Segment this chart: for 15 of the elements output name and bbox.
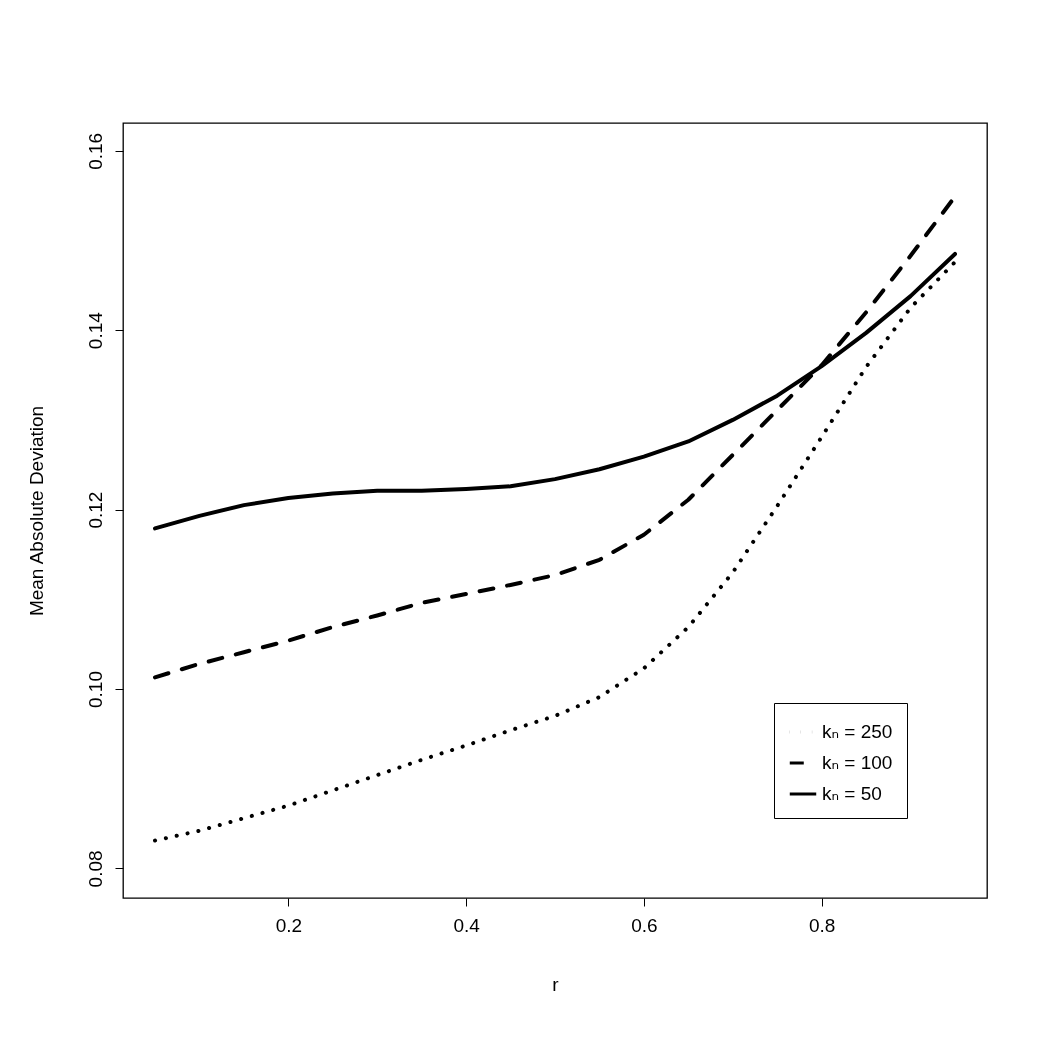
legend-label: kₙ = 250 bbox=[822, 721, 893, 742]
y-axis-title: Mean Absolute Deviation bbox=[25, 405, 47, 617]
y-tick-label: 0.08 bbox=[84, 850, 106, 888]
x-tick-label: 0.6 bbox=[631, 914, 658, 936]
line-series bbox=[153, 260, 957, 843]
legend-label: kₙ = 100 bbox=[822, 752, 893, 773]
x-tick-label: 0.8 bbox=[808, 914, 836, 936]
x-tick-label: 0.4 bbox=[453, 914, 481, 936]
legend-label: kₙ = 50 bbox=[822, 783, 882, 804]
y-tick-label: 0.12 bbox=[84, 491, 106, 529]
x-tick-label: 0.2 bbox=[275, 914, 303, 936]
y-tick-label: 0.14 bbox=[84, 311, 106, 350]
x-axis-title: r bbox=[552, 973, 560, 995]
y-tick-label: 0.10 bbox=[84, 671, 106, 708]
y-tick-label: 0.16 bbox=[84, 132, 106, 170]
